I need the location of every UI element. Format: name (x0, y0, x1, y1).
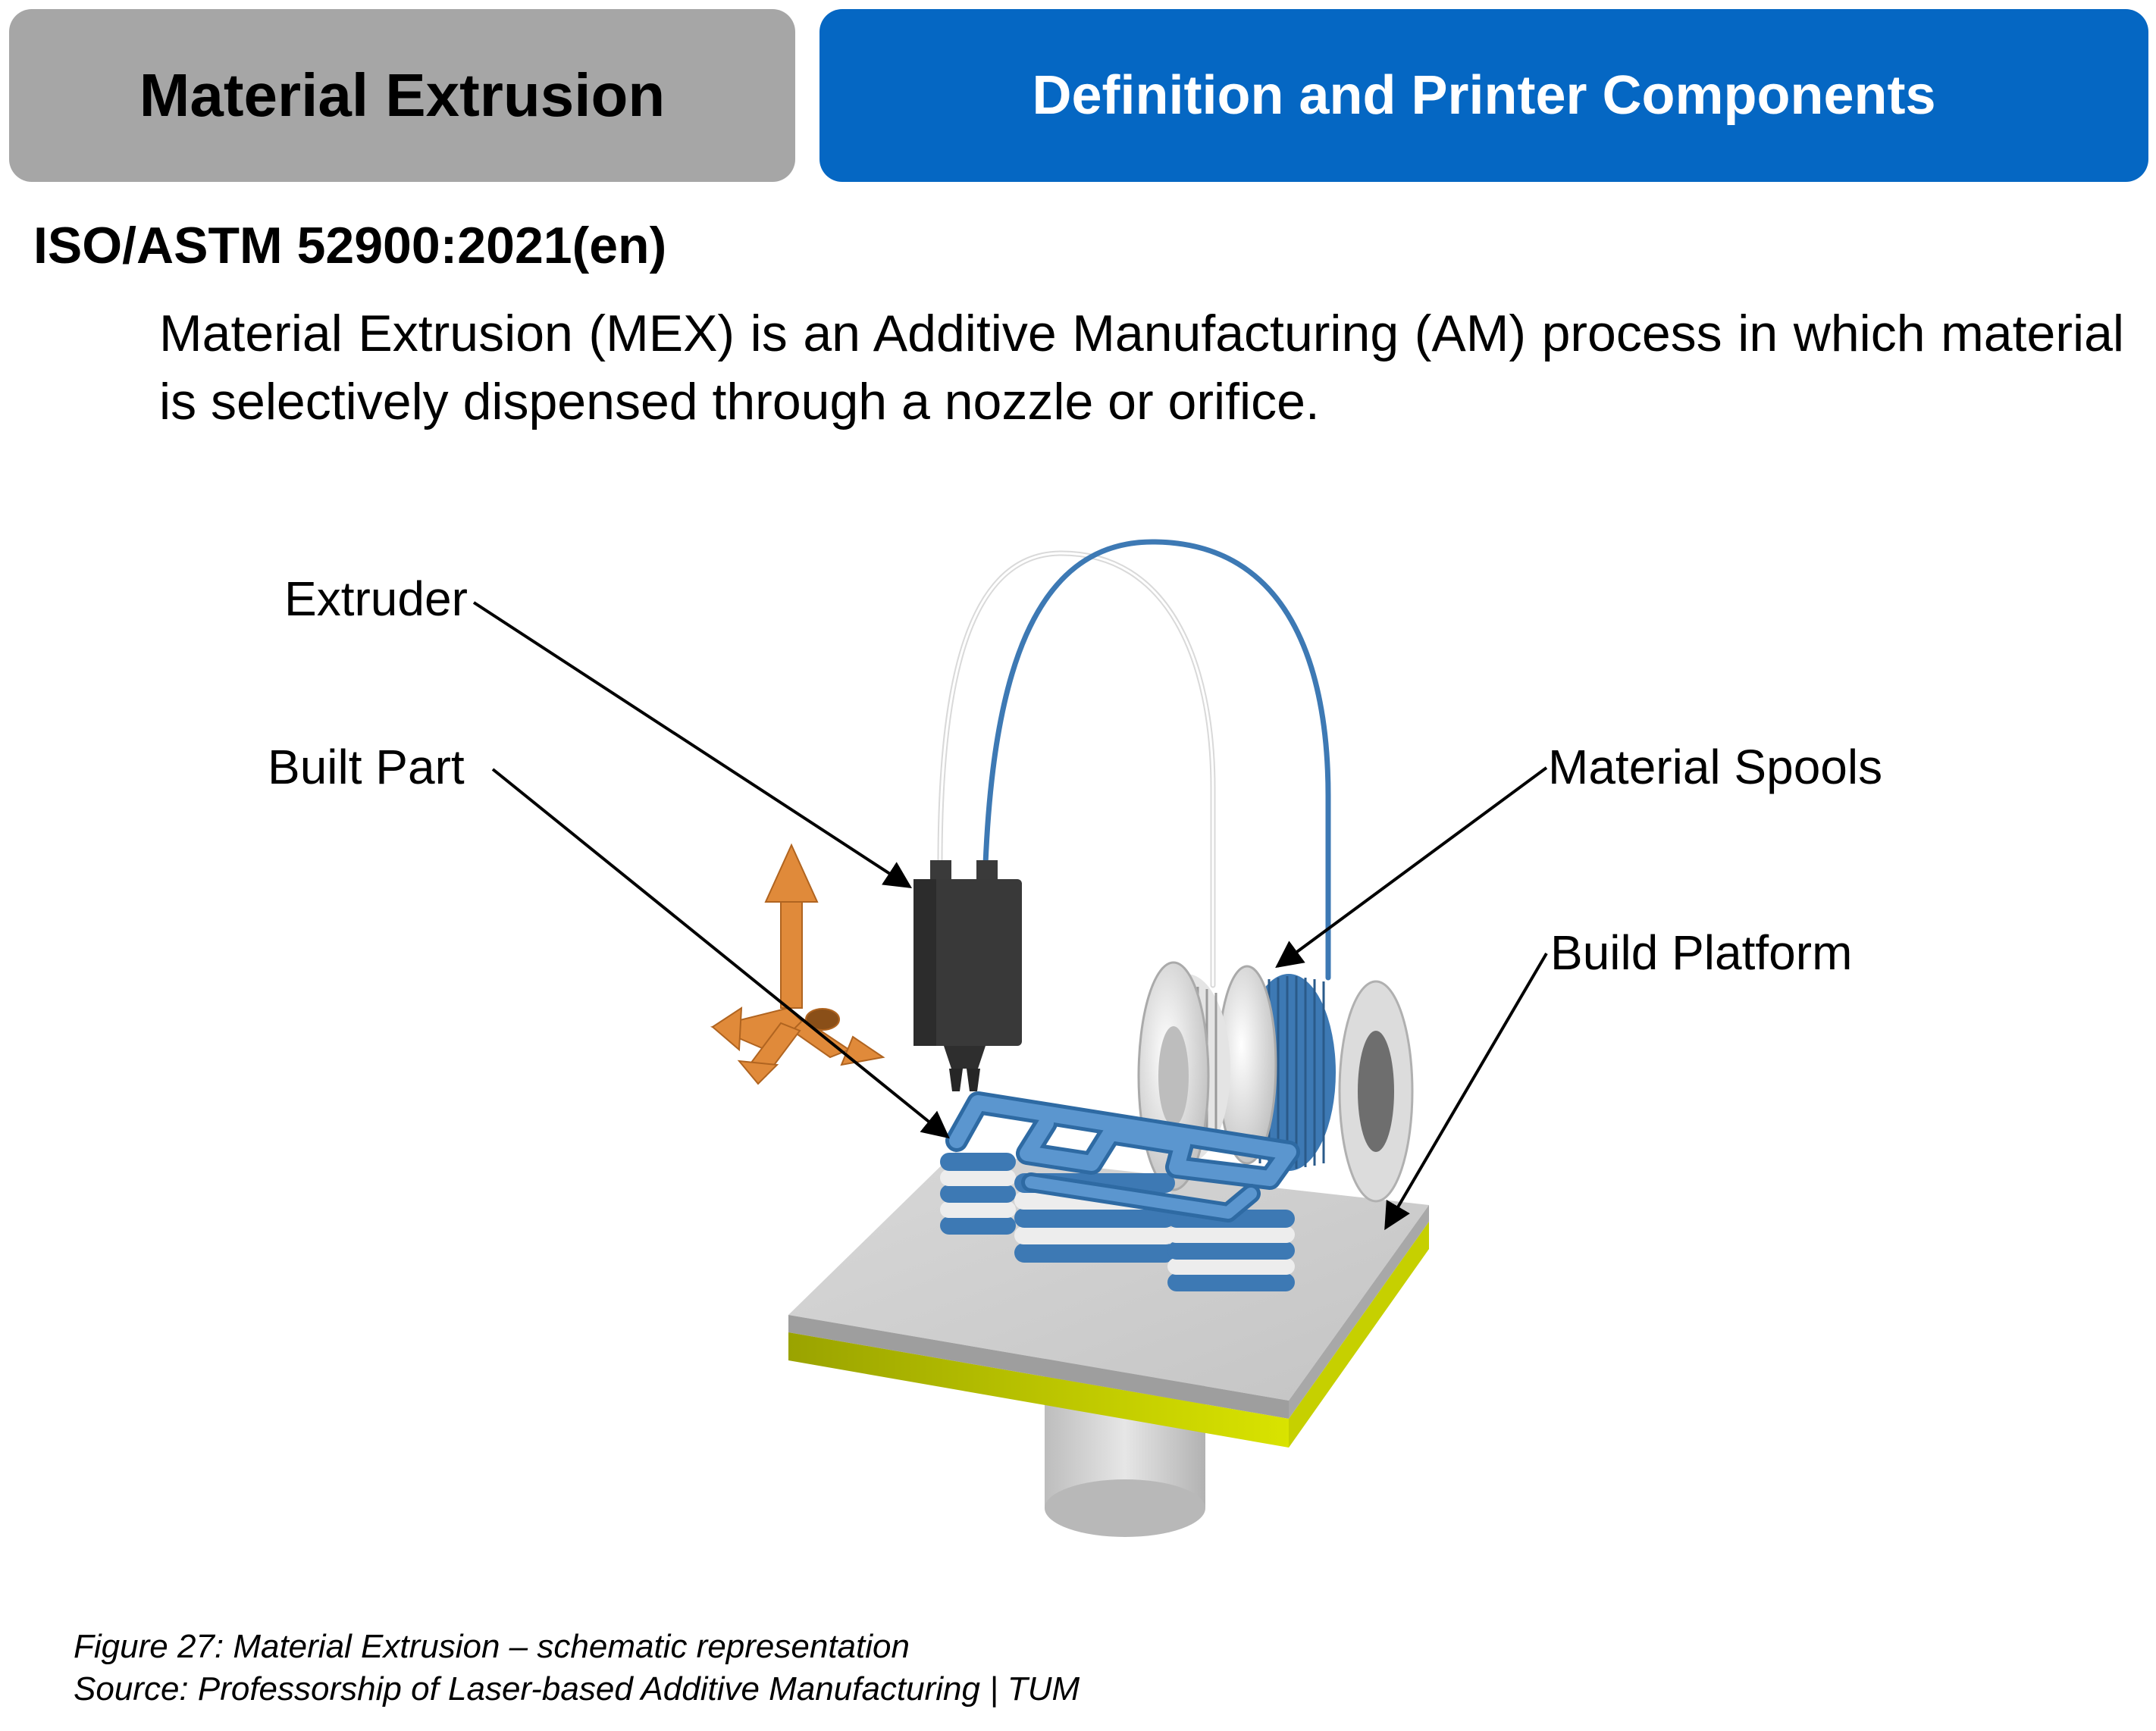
built-part-block-right (1167, 1210, 1295, 1291)
section-title: Material Extrusion (139, 61, 666, 129)
annotation-leaders (472, 601, 1548, 1231)
standard-reference: ISO/ASTM 52900:2021(en) (33, 217, 667, 274)
definition-text: Material Extrusion (MEX) is an Additive … (159, 305, 2124, 430)
section-subtitle: Definition and Printer Components (1032, 65, 1936, 126)
extruder-label: Extruder (284, 571, 468, 626)
section-tab-definition: Definition and Printer Components (819, 9, 2148, 182)
section-tab-material-extrusion: Material Extrusion (9, 9, 795, 182)
figure-source: Source: Professorship of Laser-based Add… (74, 1670, 1080, 1708)
build-platform-label: Build Platform (1550, 925, 1853, 980)
extruder (913, 860, 1022, 1091)
build-platform-leader (1384, 952, 1548, 1231)
built-part-top-layer (945, 1091, 1300, 1222)
built-part (940, 1091, 1300, 1291)
extruder-leader (472, 601, 913, 888)
filaments (937, 539, 1331, 988)
xyz-axes-icon (710, 843, 885, 1085)
material-spools-leader (1275, 766, 1548, 969)
built-part-block-left (940, 1153, 1016, 1235)
material-spools-label: Material Spools (1548, 740, 1883, 794)
built-part-leader (491, 768, 950, 1139)
figure-caption: Figure 27: Material Extrusion – schemati… (74, 1628, 910, 1665)
built-part-label: Built Part (268, 740, 465, 794)
